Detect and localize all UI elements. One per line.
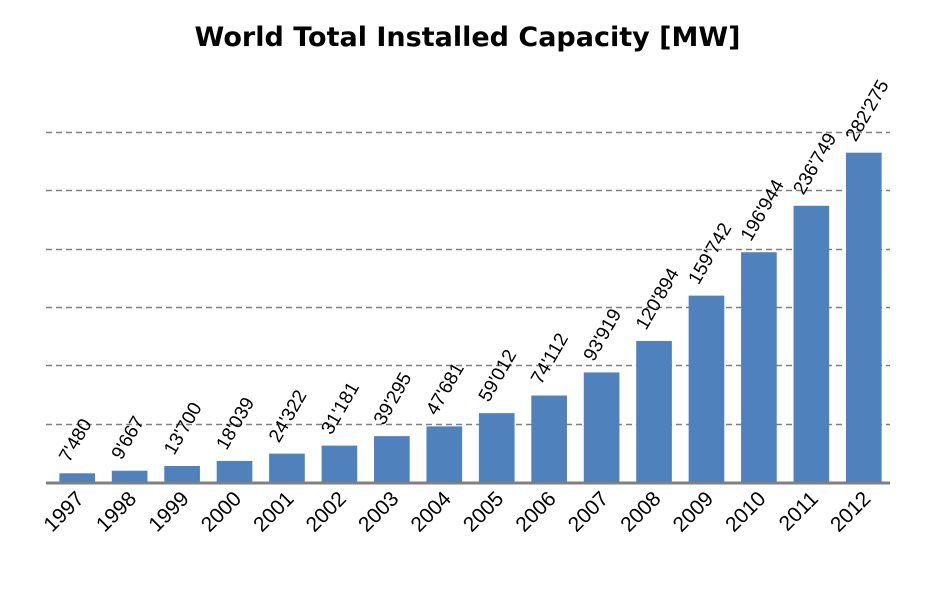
data-label-2002: 31'181 <box>318 379 364 438</box>
data-label-1997: 7'480 <box>55 416 96 466</box>
bar-2006 <box>531 395 567 482</box>
bar-2010 <box>741 252 777 482</box>
bar-1997 <box>59 473 96 482</box>
x-tick-2010: 2010 <box>721 487 770 536</box>
bar-1998 <box>111 470 148 482</box>
bar-2009 <box>688 295 725 482</box>
data-label-2011: 236'749 <box>789 130 841 199</box>
data-label-1999: 13'700 <box>160 399 206 458</box>
x-tick-2012: 2012 <box>826 487 875 536</box>
x-tick-2004: 2004 <box>407 487 457 537</box>
x-tick-1998: 1998 <box>92 487 141 536</box>
data-label-2005: 59'012 <box>475 346 521 405</box>
data-label-1998: 9'667 <box>108 413 149 463</box>
bar-2007 <box>583 372 620 482</box>
data-label-2009: 159'742 <box>685 220 737 289</box>
data-label-2006: 74'112 <box>527 330 573 388</box>
x-tick-1999: 1999 <box>144 487 193 536</box>
data-label-2010: 196'944 <box>737 176 789 245</box>
x-tick-2006: 2006 <box>511 487 560 536</box>
bars <box>59 152 882 482</box>
gridlines <box>46 131 890 426</box>
data-label-2012: 282'275 <box>842 77 894 146</box>
bar-2000 <box>216 460 253 482</box>
x-tick-2005: 2005 <box>459 487 508 536</box>
x-tick-2009: 2009 <box>669 487 718 536</box>
x-tick-labels: 1997 1998 1999 2000 2001 2002 2003 2004 2005 2006… <box>39 487 875 537</box>
x-tick-1997: 1997 <box>39 487 88 536</box>
bar-2011 <box>793 205 830 482</box>
data-label-2003: 39'295 <box>370 369 416 428</box>
data-label-2008: 120'894 <box>632 265 684 334</box>
chart-title: World Total Installed Capacity [MW] <box>194 22 741 53</box>
x-tick-2008: 2008 <box>616 487 665 536</box>
bar-2008 <box>636 340 672 482</box>
bar-2005 <box>478 413 515 482</box>
bar-2002 <box>321 445 358 482</box>
bar-1999 <box>164 466 200 482</box>
x-tick-2003: 2003 <box>354 487 403 536</box>
bar-2001 <box>269 453 305 482</box>
data-label-2007: 93'919 <box>580 306 626 365</box>
bar-2012 <box>845 152 882 482</box>
bar-2004 <box>426 426 463 482</box>
data-label-2001: 24'322 <box>265 387 311 446</box>
x-tick-2011: 2011 <box>775 487 823 535</box>
x-tick-2000: 2000 <box>197 487 246 536</box>
x-tick-2007: 2007 <box>564 487 613 536</box>
x-tick-2002: 2002 <box>302 487 351 536</box>
bar-2003 <box>374 436 410 482</box>
x-tick-2001: 2001 <box>249 487 298 536</box>
data-label-2004: 47'681 <box>422 359 468 418</box>
